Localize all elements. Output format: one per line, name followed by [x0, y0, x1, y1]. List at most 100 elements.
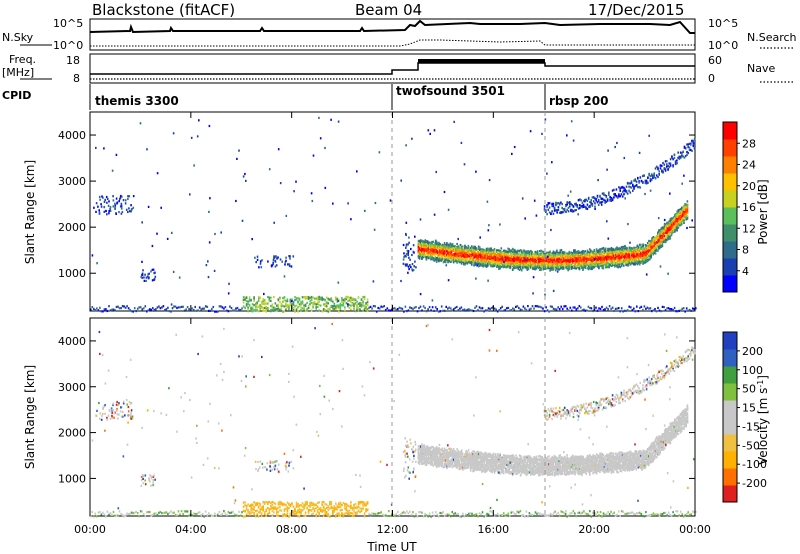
scatter-cell — [490, 247, 492, 250]
scatter-cell — [465, 246, 467, 249]
scatter-cell — [475, 248, 478, 251]
scatter-cell — [435, 257, 438, 260]
scatter-cell — [500, 254, 503, 257]
scatter-cell — [440, 259, 442, 262]
scatter-cell — [627, 258, 630, 261]
scatter-cell — [590, 251, 592, 255]
scatter-cell — [499, 265, 501, 268]
scatter-cell — [527, 261, 530, 264]
scatter-cell — [279, 258, 282, 261]
scatter-cell — [490, 260, 492, 263]
scatter-cell — [587, 253, 590, 256]
scatter-cell — [611, 249, 614, 252]
scatter-cell — [592, 250, 594, 253]
scatter-cell — [604, 256, 607, 259]
scatter-cell — [608, 249, 610, 252]
scatter-cell — [105, 195, 108, 199]
scatter-cell — [288, 264, 291, 268]
scatter-cell — [525, 262, 528, 265]
scatter-cell — [473, 253, 475, 256]
scatter-cell — [614, 251, 616, 254]
scatter-cell — [456, 260, 458, 263]
scatter-cell — [631, 247, 633, 250]
scatter-cell — [539, 261, 541, 264]
scatter-cell — [592, 259, 594, 262]
scatter-cell — [550, 264, 552, 267]
scatter-cell — [144, 273, 146, 276]
scatter-cell — [433, 258, 436, 261]
scatter-cell — [104, 198, 106, 201]
scatter-cell — [102, 310, 104, 313]
scatter-cell — [492, 263, 495, 266]
scatter-cell — [473, 248, 475, 252]
scatter-cell — [432, 248, 435, 251]
scatter-cell — [608, 193, 610, 196]
scatter-cell — [545, 251, 548, 254]
scatter-cell — [535, 261, 538, 264]
scatter-cell — [500, 247, 503, 250]
scatter-cell — [483, 253, 486, 256]
scatter-cell — [483, 255, 486, 258]
scatter-cell — [577, 254, 580, 257]
nsearch-trace — [90, 39, 695, 47]
scatter-cell — [502, 257, 505, 260]
scatter-cell — [502, 264, 505, 267]
scatter-cell — [538, 260, 540, 263]
scatter-cell — [561, 266, 564, 269]
scatter-cell — [418, 253, 421, 256]
scatter-cell — [424, 246, 427, 249]
scatter-cell — [435, 253, 438, 256]
scatter-cell — [635, 250, 638, 254]
scatter-cell — [626, 192, 629, 195]
scatter-cell — [430, 255, 432, 259]
scatter-cell — [549, 267, 551, 270]
scatter-cell — [287, 263, 289, 266]
scatter-cell — [562, 264, 565, 267]
scatter-cell — [615, 256, 617, 259]
scatter-cell — [441, 245, 444, 248]
scatter-cell — [576, 260, 579, 263]
scatter-cell — [256, 309, 258, 312]
scatter-cell — [572, 205, 575, 208]
scatter-cell — [143, 279, 146, 282]
scatter-cell — [548, 253, 550, 256]
scatter-cell — [438, 252, 440, 256]
scatter-cell — [472, 249, 474, 252]
scatter-cell — [551, 264, 554, 267]
scatter-cell — [645, 253, 648, 256]
scatter-cell — [432, 256, 435, 259]
scatter-cell — [444, 259, 447, 262]
scatter-cell — [476, 259, 479, 262]
scatter-cell — [649, 253, 651, 256]
scatter-cell — [481, 255, 483, 258]
scatter-cell — [626, 259, 628, 263]
scatter-cell — [525, 266, 528, 269]
scatter-cell — [664, 169, 667, 172]
scatter-cell — [642, 247, 644, 250]
scatter-cell — [528, 254, 531, 257]
scatter-cell — [517, 265, 520, 268]
scatter-cell — [466, 261, 469, 264]
scatter-cell — [550, 259, 552, 262]
scatter-cell — [650, 247, 652, 250]
scatter-cell — [507, 247, 509, 250]
scatter-cell — [519, 265, 522, 268]
scatter-cell — [456, 255, 458, 258]
scatter-cell — [651, 250, 653, 253]
scatter-cell — [552, 258, 555, 261]
scatter-cell — [533, 252, 535, 256]
scatter-cell — [643, 250, 645, 253]
scatter-cell — [490, 249, 492, 252]
scatter-cell — [480, 259, 482, 262]
scatter-cell — [552, 202, 555, 205]
scatter-cell — [457, 245, 459, 248]
scatter-cell — [492, 259, 495, 262]
scatter-cell — [637, 257, 640, 260]
scatter-cell — [485, 248, 488, 251]
scatter-cell — [486, 253, 489, 256]
scatter-cell — [612, 260, 615, 263]
scatter-cell — [422, 248, 424, 251]
scatter-cell — [596, 250, 599, 253]
scatter-cell — [572, 266, 574, 269]
scatter-cell — [581, 258, 583, 261]
